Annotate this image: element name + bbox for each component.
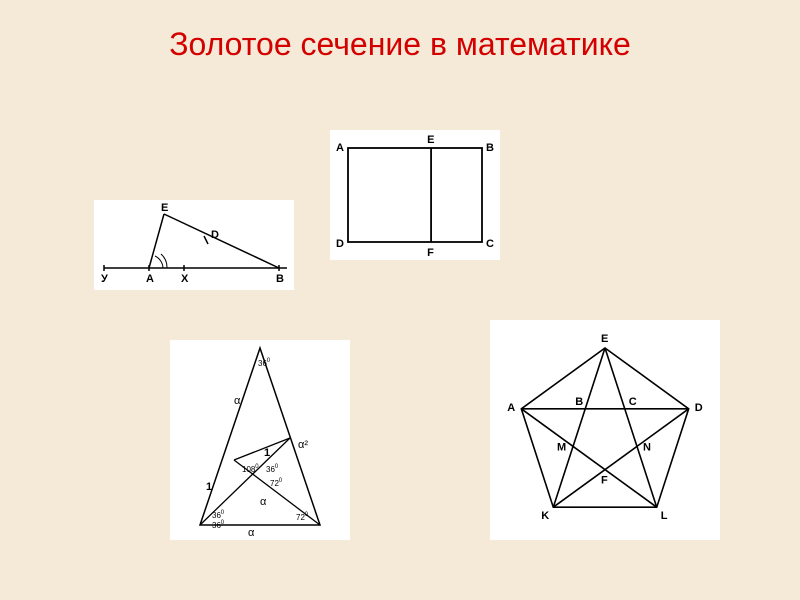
diagram-rectangle: A E B D F C <box>330 130 500 260</box>
svg-text:1: 1 <box>264 447 270 459</box>
svg-text:D: D <box>211 229 219 241</box>
svg-text:E: E <box>427 134 434 146</box>
svg-text:F: F <box>601 475 608 487</box>
svg-text:C: C <box>629 396 637 408</box>
svg-text:0: 0 <box>305 512 309 518</box>
svg-text:0: 0 <box>221 510 225 516</box>
svg-text:N: N <box>643 441 651 453</box>
svg-text:α: α <box>234 395 241 407</box>
svg-text:D: D <box>336 238 344 250</box>
slide-root: Золотое сечение в математике У A X B E D A E B D… <box>0 0 800 600</box>
svg-text:α²: α² <box>298 439 308 451</box>
svg-text:108: 108 <box>242 465 256 474</box>
svg-text:M: M <box>557 441 566 453</box>
svg-text:X: X <box>181 273 189 285</box>
diagram-pentagram: E A D K L B C M N F <box>490 320 720 540</box>
svg-text:C: C <box>486 238 494 250</box>
svg-text:α: α <box>248 527 255 539</box>
svg-text:0: 0 <box>279 478 283 484</box>
svg-text:B: B <box>486 142 494 154</box>
svg-text:A: A <box>146 273 154 285</box>
svg-text:A: A <box>507 402 515 414</box>
svg-text:0: 0 <box>267 358 271 364</box>
svg-text:F: F <box>427 247 434 259</box>
svg-text:0: 0 <box>275 464 279 470</box>
svg-text:B: B <box>575 396 583 408</box>
diagram-golden-triangle: αα²αα113601080360720360360720 <box>170 340 350 540</box>
svg-text:1: 1 <box>206 481 212 493</box>
svg-text:У: У <box>101 273 108 285</box>
svg-text:E: E <box>161 202 168 214</box>
slide-title: Золотое сечение в математике <box>0 26 800 63</box>
svg-text:D: D <box>695 402 703 414</box>
svg-text:L: L <box>661 510 668 522</box>
svg-text:A: A <box>336 142 344 154</box>
diagram-triangle-line: У A X B E D <box>94 200 294 290</box>
svg-text:K: K <box>541 510 549 522</box>
svg-text:α: α <box>260 496 267 508</box>
svg-text:B: B <box>276 273 284 285</box>
svg-text:E: E <box>601 333 608 345</box>
